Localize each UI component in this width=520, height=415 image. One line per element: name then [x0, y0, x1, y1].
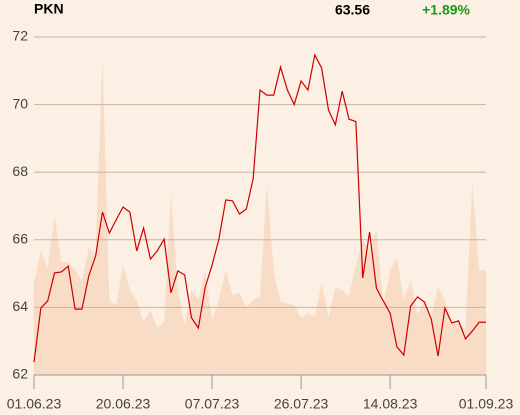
y-tick-label: 70	[12, 95, 28, 111]
x-tick-label: 07.07.23	[185, 396, 240, 412]
change: +1.89%	[422, 2, 470, 18]
y-tick-label: 72	[12, 28, 28, 44]
price-line	[33, 53, 486, 363]
price: 63.56	[335, 2, 370, 18]
x-tick-label: 01.06.23	[7, 396, 62, 412]
background-area	[34, 57, 486, 376]
y-tick-label: 64	[12, 298, 28, 314]
x-tick-label: 01.09.23	[459, 396, 514, 412]
y-tick-label: 68	[12, 163, 28, 179]
x-tick-label: 14.08.23	[363, 396, 418, 412]
y-tick-label: 62	[12, 366, 28, 382]
x-tick-label: 20.06.23	[96, 396, 151, 412]
x-tick-label: 26.07.23	[274, 396, 329, 412]
symbol: PKN	[34, 1, 64, 17]
y-tick-label: 66	[12, 231, 28, 247]
